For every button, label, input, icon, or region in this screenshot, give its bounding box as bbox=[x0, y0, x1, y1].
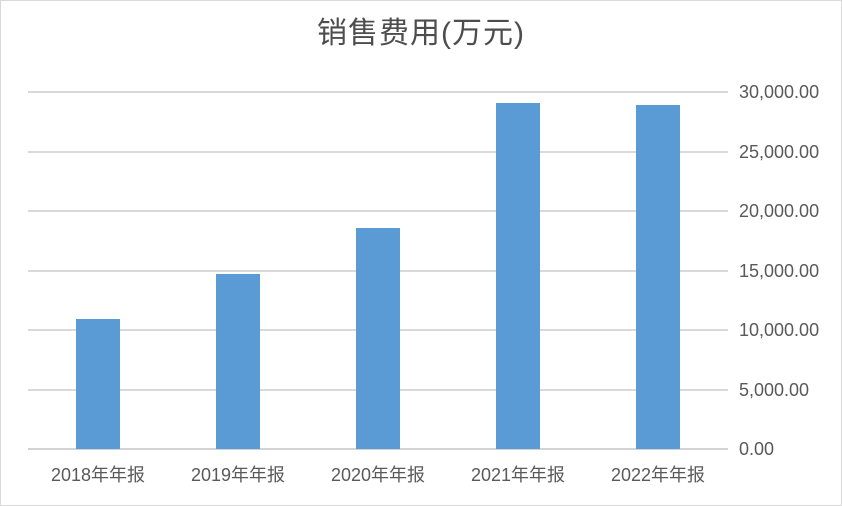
x-axis-line bbox=[28, 448, 728, 450]
bar-2019年年报 bbox=[216, 274, 260, 449]
y-axis-tick-label: 30,000.00 bbox=[739, 82, 820, 102]
y-axis-tick-label: 15,000.00 bbox=[739, 260, 820, 281]
x-axis-category-label: 2020年年报 bbox=[330, 465, 426, 485]
bar-2018年年报 bbox=[76, 319, 120, 449]
bar-2020年年报 bbox=[356, 227, 400, 449]
gridline bbox=[28, 210, 728, 212]
x-axis-category-label: 2021年年报 bbox=[470, 465, 566, 485]
y-axis-tick-label: 0.00 bbox=[739, 439, 775, 459]
bar-2021年年报 bbox=[496, 102, 540, 449]
chart-title: 销售费用(万元) bbox=[317, 17, 525, 50]
y-axis-tick-label: 20,000.00 bbox=[739, 201, 820, 221]
x-axis-category-label: 2018年年报 bbox=[50, 465, 146, 485]
y-axis-tick-label: 25,000.00 bbox=[739, 141, 820, 162]
bar-2022年年报 bbox=[636, 105, 680, 449]
x-axis-category-label: 2019年年报 bbox=[190, 465, 286, 485]
gridline bbox=[28, 150, 728, 153]
y-axis-tick-label: 5,000.00 bbox=[739, 379, 810, 400]
y-axis-tick-label: 10,000.00 bbox=[739, 320, 820, 340]
x-axis-category-label: 2022年年报 bbox=[610, 465, 706, 485]
gridline bbox=[28, 91, 728, 93]
